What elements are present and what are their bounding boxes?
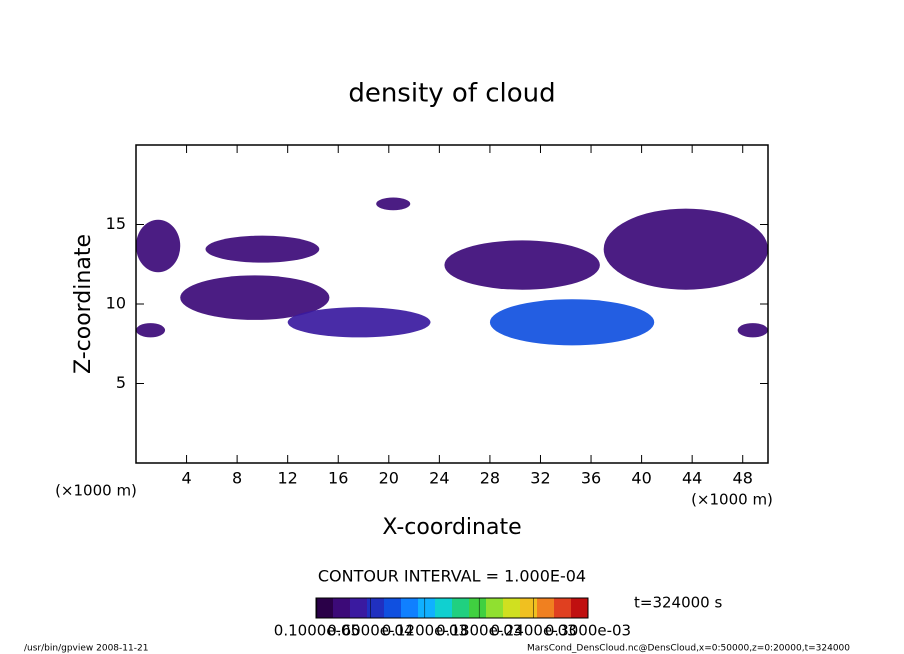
x-axis-label: X-coordinate: [382, 515, 521, 540]
contour-interval: CONTOUR INTERVAL = 1.000E-04: [318, 567, 586, 586]
colorbar-tick-label: 0.3000e-03: [545, 622, 631, 640]
x-tick-label: 28: [480, 469, 500, 488]
colorbar-cell: [537, 598, 555, 618]
colorbar-cell: [367, 598, 385, 618]
cloud-region: [376, 197, 411, 211]
x-tick-label: 36: [581, 469, 601, 488]
cloud-region: [287, 307, 431, 338]
colorbar-cell: [486, 598, 504, 618]
colorbar-cell: [350, 598, 368, 618]
x-unit: (×1000 m): [691, 491, 773, 509]
cloud-region: [737, 323, 768, 338]
cloud-region: [136, 323, 166, 338]
x-tick-label: 24: [429, 469, 449, 488]
colorbar-cell: [418, 598, 436, 618]
x-tick-label: 48: [733, 469, 753, 488]
colorbar-tick-label: 0.1800e-03: [436, 622, 522, 640]
colorbar-tick-label: 0.6000e-04: [327, 622, 413, 640]
footer-right: MarsCond_DensCloud.nc@DensCloud,x=0:5000…: [527, 644, 850, 654]
x-tick-label: 8: [232, 469, 242, 488]
chart-title: density of cloud: [348, 79, 555, 109]
colorbar-tick-label: 0.1200e-03: [382, 622, 468, 640]
x-tick-label: 40: [631, 469, 651, 488]
colorbar-cell: [520, 598, 538, 618]
x-tick-label: 32: [530, 469, 550, 488]
colorbar-cell: [384, 598, 402, 618]
y-tick-label: 5: [116, 373, 126, 392]
colorbar-cell: [333, 598, 351, 618]
colorbar-tick-label: 0.1000e-05: [274, 622, 360, 640]
time-label: t=324000 s: [634, 594, 722, 612]
cloud-region: [603, 208, 768, 290]
x-tick-label: 20: [379, 469, 399, 488]
y-axis-label: Z-coordinate: [71, 234, 96, 374]
colorbar-cell: [571, 598, 589, 618]
colorbar-cell: [435, 598, 453, 618]
cloud-region: [180, 275, 330, 320]
colorbar-cell: [452, 598, 470, 618]
y-tick-label: 10: [106, 294, 126, 313]
footer-left: /usr/bin/gpview 2008-11-21: [24, 644, 148, 654]
cloud-region: [205, 235, 320, 263]
colorbar-tick-label: 0.2400e-03: [490, 622, 576, 640]
colorbar-cell: [316, 598, 334, 618]
colorbar-cell: [554, 598, 572, 618]
x-tick-label: 12: [278, 469, 298, 488]
x-tick-label: 44: [682, 469, 702, 488]
x-tick-label: 4: [181, 469, 191, 488]
y-unit: (×1000 m): [55, 482, 137, 500]
y-tick-label: 15: [106, 214, 126, 233]
colorbar-cell: [503, 598, 521, 618]
colorbar-cell: [469, 598, 487, 618]
cloud-region: [444, 240, 600, 290]
cloud-region: [136, 219, 181, 273]
cloud-region: [489, 299, 655, 346]
x-tick-label: 16: [328, 469, 348, 488]
colorbar-cell: [401, 598, 419, 618]
